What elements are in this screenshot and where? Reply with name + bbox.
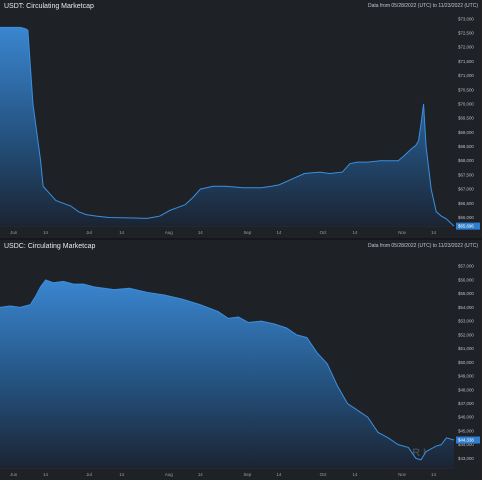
- y-tick-label: $69,000: [458, 130, 474, 135]
- current-value-label: $65,696: [458, 224, 474, 229]
- date-range-label: Data from 05/28/2022 (UTC) to 11/23/2022…: [368, 3, 478, 9]
- y-tick-label: $66,000: [458, 215, 474, 220]
- y-tick-label: $44,000: [458, 442, 474, 447]
- usdc-chart-svg[interactable]: MESSARI$43,000$44,000$45,000$46,000$47,0…: [0, 240, 482, 480]
- y-tick-label: $68,000: [458, 158, 474, 163]
- y-tick-label: $73,000: [458, 16, 474, 21]
- x-tick-label: 14: [353, 472, 358, 477]
- y-tick-label: $72,000: [458, 45, 474, 50]
- y-tick-label: $69,500: [458, 116, 474, 121]
- y-tick-label: $54,000: [458, 305, 474, 310]
- current-value-badge: [456, 436, 480, 444]
- y-tick-label: $70,000: [458, 101, 474, 106]
- y-tick-label: $71,500: [458, 59, 474, 64]
- x-tick-label: Nov: [398, 230, 407, 235]
- y-tick-label: $68,500: [458, 144, 474, 149]
- x-tick-label: 14: [353, 230, 358, 235]
- series-line[interactable]: [0, 279, 455, 461]
- x-tick-label: 14: [276, 230, 281, 235]
- current-value-label: $44,338: [458, 438, 474, 443]
- current-value-badge: [456, 222, 480, 230]
- y-tick-label: $56,000: [458, 277, 474, 282]
- y-tick-label: $48,000: [458, 387, 474, 392]
- y-tick-label: $45,000: [458, 428, 474, 433]
- y-tick-label: $55,000: [458, 291, 474, 296]
- x-tick-label: 14: [119, 230, 124, 235]
- x-tick-label: Jun: [10, 472, 18, 477]
- y-tick-label: $70,500: [458, 87, 474, 92]
- x-tick-label: Aug: [165, 230, 173, 235]
- usdt-chart-panel: USDT: Circulating Marketcap Data from 05…: [0, 0, 482, 238]
- y-tick-label: $67,500: [458, 172, 474, 177]
- area-fill: [0, 27, 454, 227]
- usdt-chart-svg[interactable]: MESSARI$66,000$66,500$67,000$67,500$68,0…: [0, 0, 482, 238]
- x-tick-label: 14: [43, 230, 48, 235]
- chart-title: USDT: Circulating Marketcap: [4, 3, 94, 10]
- x-tick-label: 14: [198, 230, 203, 235]
- x-tick-label: 14: [119, 472, 124, 477]
- series-line[interactable]: [0, 26, 455, 227]
- x-tick-label: Jun: [10, 230, 18, 235]
- x-tick-label: Oct: [320, 472, 328, 477]
- x-tick-label: Jul: [86, 230, 92, 235]
- y-tick-label: $67,000: [458, 187, 474, 192]
- x-tick-label: Aug: [165, 472, 173, 477]
- y-tick-label: $71,000: [458, 73, 474, 78]
- x-tick-label: 14: [276, 472, 281, 477]
- x-tick-label: Sep: [243, 472, 251, 477]
- y-tick-label: $47,000: [458, 401, 474, 406]
- x-tick-label: 14: [43, 472, 48, 477]
- y-tick-label: $49,000: [458, 374, 474, 379]
- x-tick-label: Nov: [398, 472, 407, 477]
- date-range-label: Data from 05/28/2022 (UTC) to 11/23/2022…: [368, 243, 478, 249]
- y-tick-label: $53,000: [458, 319, 474, 324]
- y-tick-label: $43,000: [458, 456, 474, 461]
- y-tick-label: $66,500: [458, 201, 474, 206]
- x-tick-label: Oct: [320, 230, 328, 235]
- y-tick-label: $46,000: [458, 415, 474, 420]
- x-tick-label: Sep: [243, 230, 251, 235]
- chart-title: USDC: Circulating Marketcap: [4, 243, 96, 250]
- x-tick-label: Jul: [86, 472, 92, 477]
- x-tick-label: 14: [431, 472, 436, 477]
- y-tick-label: $50,000: [458, 360, 474, 365]
- y-tick-label: $51,000: [458, 346, 474, 351]
- y-tick-label: $72,500: [458, 31, 474, 36]
- y-tick-label: $57,000: [458, 264, 474, 269]
- usdc-chart-panel: USDC: Circulating Marketcap Data from 05…: [0, 240, 482, 480]
- area-fill: [0, 279, 454, 468]
- x-tick-label: 14: [198, 472, 203, 477]
- x-tick-label: 14: [431, 230, 436, 235]
- y-tick-label: $52,000: [458, 332, 474, 337]
- panel-divider: [0, 238, 482, 240]
